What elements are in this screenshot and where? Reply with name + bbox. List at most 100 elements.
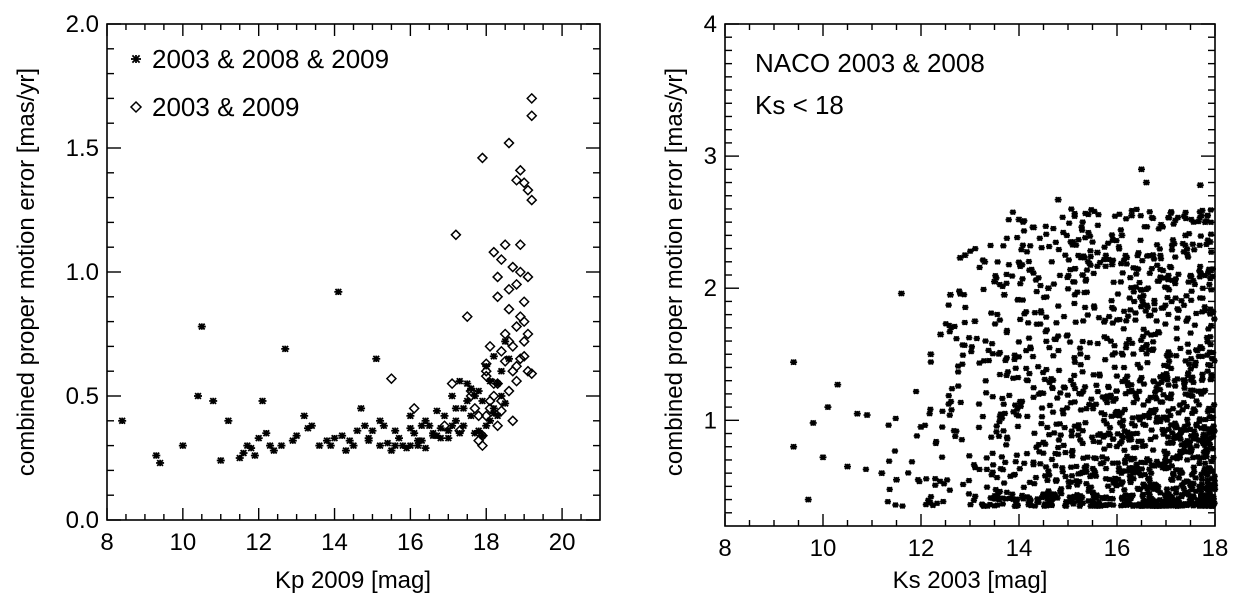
right-point-asterisk (1081, 304, 1089, 311)
right-point-asterisk (1201, 303, 1208, 310)
right-point-asterisk (1196, 273, 1204, 280)
left-point-diamond (507, 261, 519, 273)
right-point-asterisk (1060, 384, 1068, 390)
right-point-asterisk (1204, 212, 1211, 219)
right-point-asterisk (1015, 216, 1023, 223)
right-point-asterisk (946, 328, 953, 335)
right-point-asterisk (1209, 308, 1217, 315)
right-point-asterisk (912, 388, 920, 395)
right-point-asterisk (927, 359, 935, 365)
right-point-asterisk (1093, 249, 1101, 256)
right-point-asterisk (1037, 321, 1044, 327)
right-point-asterisk (1209, 427, 1216, 434)
right-point-asterisk (927, 351, 935, 358)
right-point-asterisk (1115, 245, 1123, 252)
right-point-asterisk (1040, 294, 1048, 301)
right-point-asterisk (996, 349, 1004, 356)
right-point-asterisk (1187, 297, 1195, 304)
right-point-asterisk (1094, 432, 1102, 439)
right-point-asterisk (1071, 213, 1078, 220)
right-point-asterisk (1189, 374, 1196, 381)
right-point-asterisk (916, 478, 923, 485)
right-point-asterisk (1132, 284, 1140, 290)
right-point-asterisk (1163, 486, 1171, 493)
right-point-asterisk (819, 454, 827, 461)
right-point-asterisk (1205, 361, 1212, 368)
right-point-asterisk (1127, 274, 1134, 281)
right-point-asterisk (1150, 346, 1157, 353)
left-point-asterisk (421, 444, 430, 452)
right-point-asterisk (1023, 248, 1031, 255)
left-point-asterisk (315, 442, 324, 450)
left-chart: 8 10 12 14 16 18 20 0.0 0.5 1.0 1.5 2.0 Kp 2009 [ma… (13, 11, 601, 594)
right-point-asterisk (1062, 252, 1069, 259)
right-point-asterisk (1077, 407, 1085, 413)
right-point-asterisk (1091, 469, 1099, 476)
right-x-tick-label: 18 (1202, 535, 1229, 562)
left-point-asterisk (194, 392, 203, 400)
right-point-asterisk (1098, 494, 1106, 501)
right-point-asterisk (1148, 427, 1155, 434)
right-point-asterisk (1046, 402, 1054, 409)
right-point-asterisk (790, 359, 798, 366)
left-point-diamond (503, 137, 515, 149)
right-point-asterisk (1094, 388, 1102, 395)
right-point-asterisk (1172, 217, 1179, 224)
right-point-asterisk (1127, 432, 1134, 439)
right-point-asterisk (975, 401, 983, 407)
right-point-asterisk (1198, 491, 1205, 498)
right-point-asterisk (1000, 242, 1007, 249)
left-point-diamond (526, 194, 538, 206)
right-point-asterisk (991, 278, 998, 285)
right-point-asterisk (948, 385, 956, 392)
right-point-asterisk (1019, 219, 1027, 226)
right-point-asterisk (1140, 402, 1147, 408)
right-point-asterisk (1120, 325, 1127, 332)
right-point-asterisk (1162, 321, 1169, 327)
right-point-asterisk (1189, 387, 1197, 394)
right-point-asterisk (998, 453, 1006, 460)
right-point-asterisk (1005, 216, 1012, 223)
right-point-asterisk (1074, 482, 1081, 488)
right-point-asterisk (1164, 450, 1171, 457)
left-point-diamond (484, 402, 496, 414)
right-point-asterisk (1119, 269, 1126, 276)
right-point-asterisk (1068, 472, 1076, 479)
right-point-asterisk (1024, 377, 1031, 384)
right-point-asterisk (1097, 460, 1105, 467)
right-point-asterisk (1183, 292, 1190, 299)
right-point-asterisk (1120, 308, 1128, 315)
right-point-asterisk (1068, 428, 1075, 435)
right-point-asterisk (1174, 315, 1181, 322)
right-point-asterisk (1170, 470, 1177, 477)
right-point-asterisk (1196, 294, 1204, 301)
right-point-asterisk (1153, 458, 1161, 465)
right-point-asterisk (1105, 383, 1112, 390)
right-point-asterisk (1187, 392, 1195, 399)
left-point-asterisk (216, 456, 225, 464)
right-point-asterisk (946, 291, 954, 298)
right-point-asterisk (1141, 442, 1149, 449)
right-point-asterisk (1178, 493, 1185, 500)
right-point-asterisk (1046, 344, 1053, 351)
right-point-asterisk (1056, 272, 1064, 279)
right-point-asterisk (1087, 473, 1094, 480)
right-point-asterisk (1003, 327, 1011, 334)
left-point-asterisk (398, 442, 407, 450)
right-point-asterisk (893, 476, 900, 483)
right-point-asterisk (1076, 503, 1083, 510)
right-point-asterisk (1180, 302, 1188, 309)
left-point-asterisk (406, 424, 415, 432)
right-point-asterisk (995, 433, 1003, 440)
right-point-asterisk (1030, 459, 1037, 466)
right-point-asterisk (992, 486, 1000, 493)
right-point-asterisk (1025, 335, 1033, 342)
right-point-asterisk (1068, 206, 1075, 213)
right-point-asterisk (1076, 345, 1084, 352)
left-point-asterisk (372, 355, 381, 363)
right-point-asterisk (1055, 246, 1063, 253)
right-point-asterisk (1003, 489, 1011, 496)
right-point-asterisk (980, 357, 988, 364)
right-point-asterisk (1121, 406, 1129, 413)
